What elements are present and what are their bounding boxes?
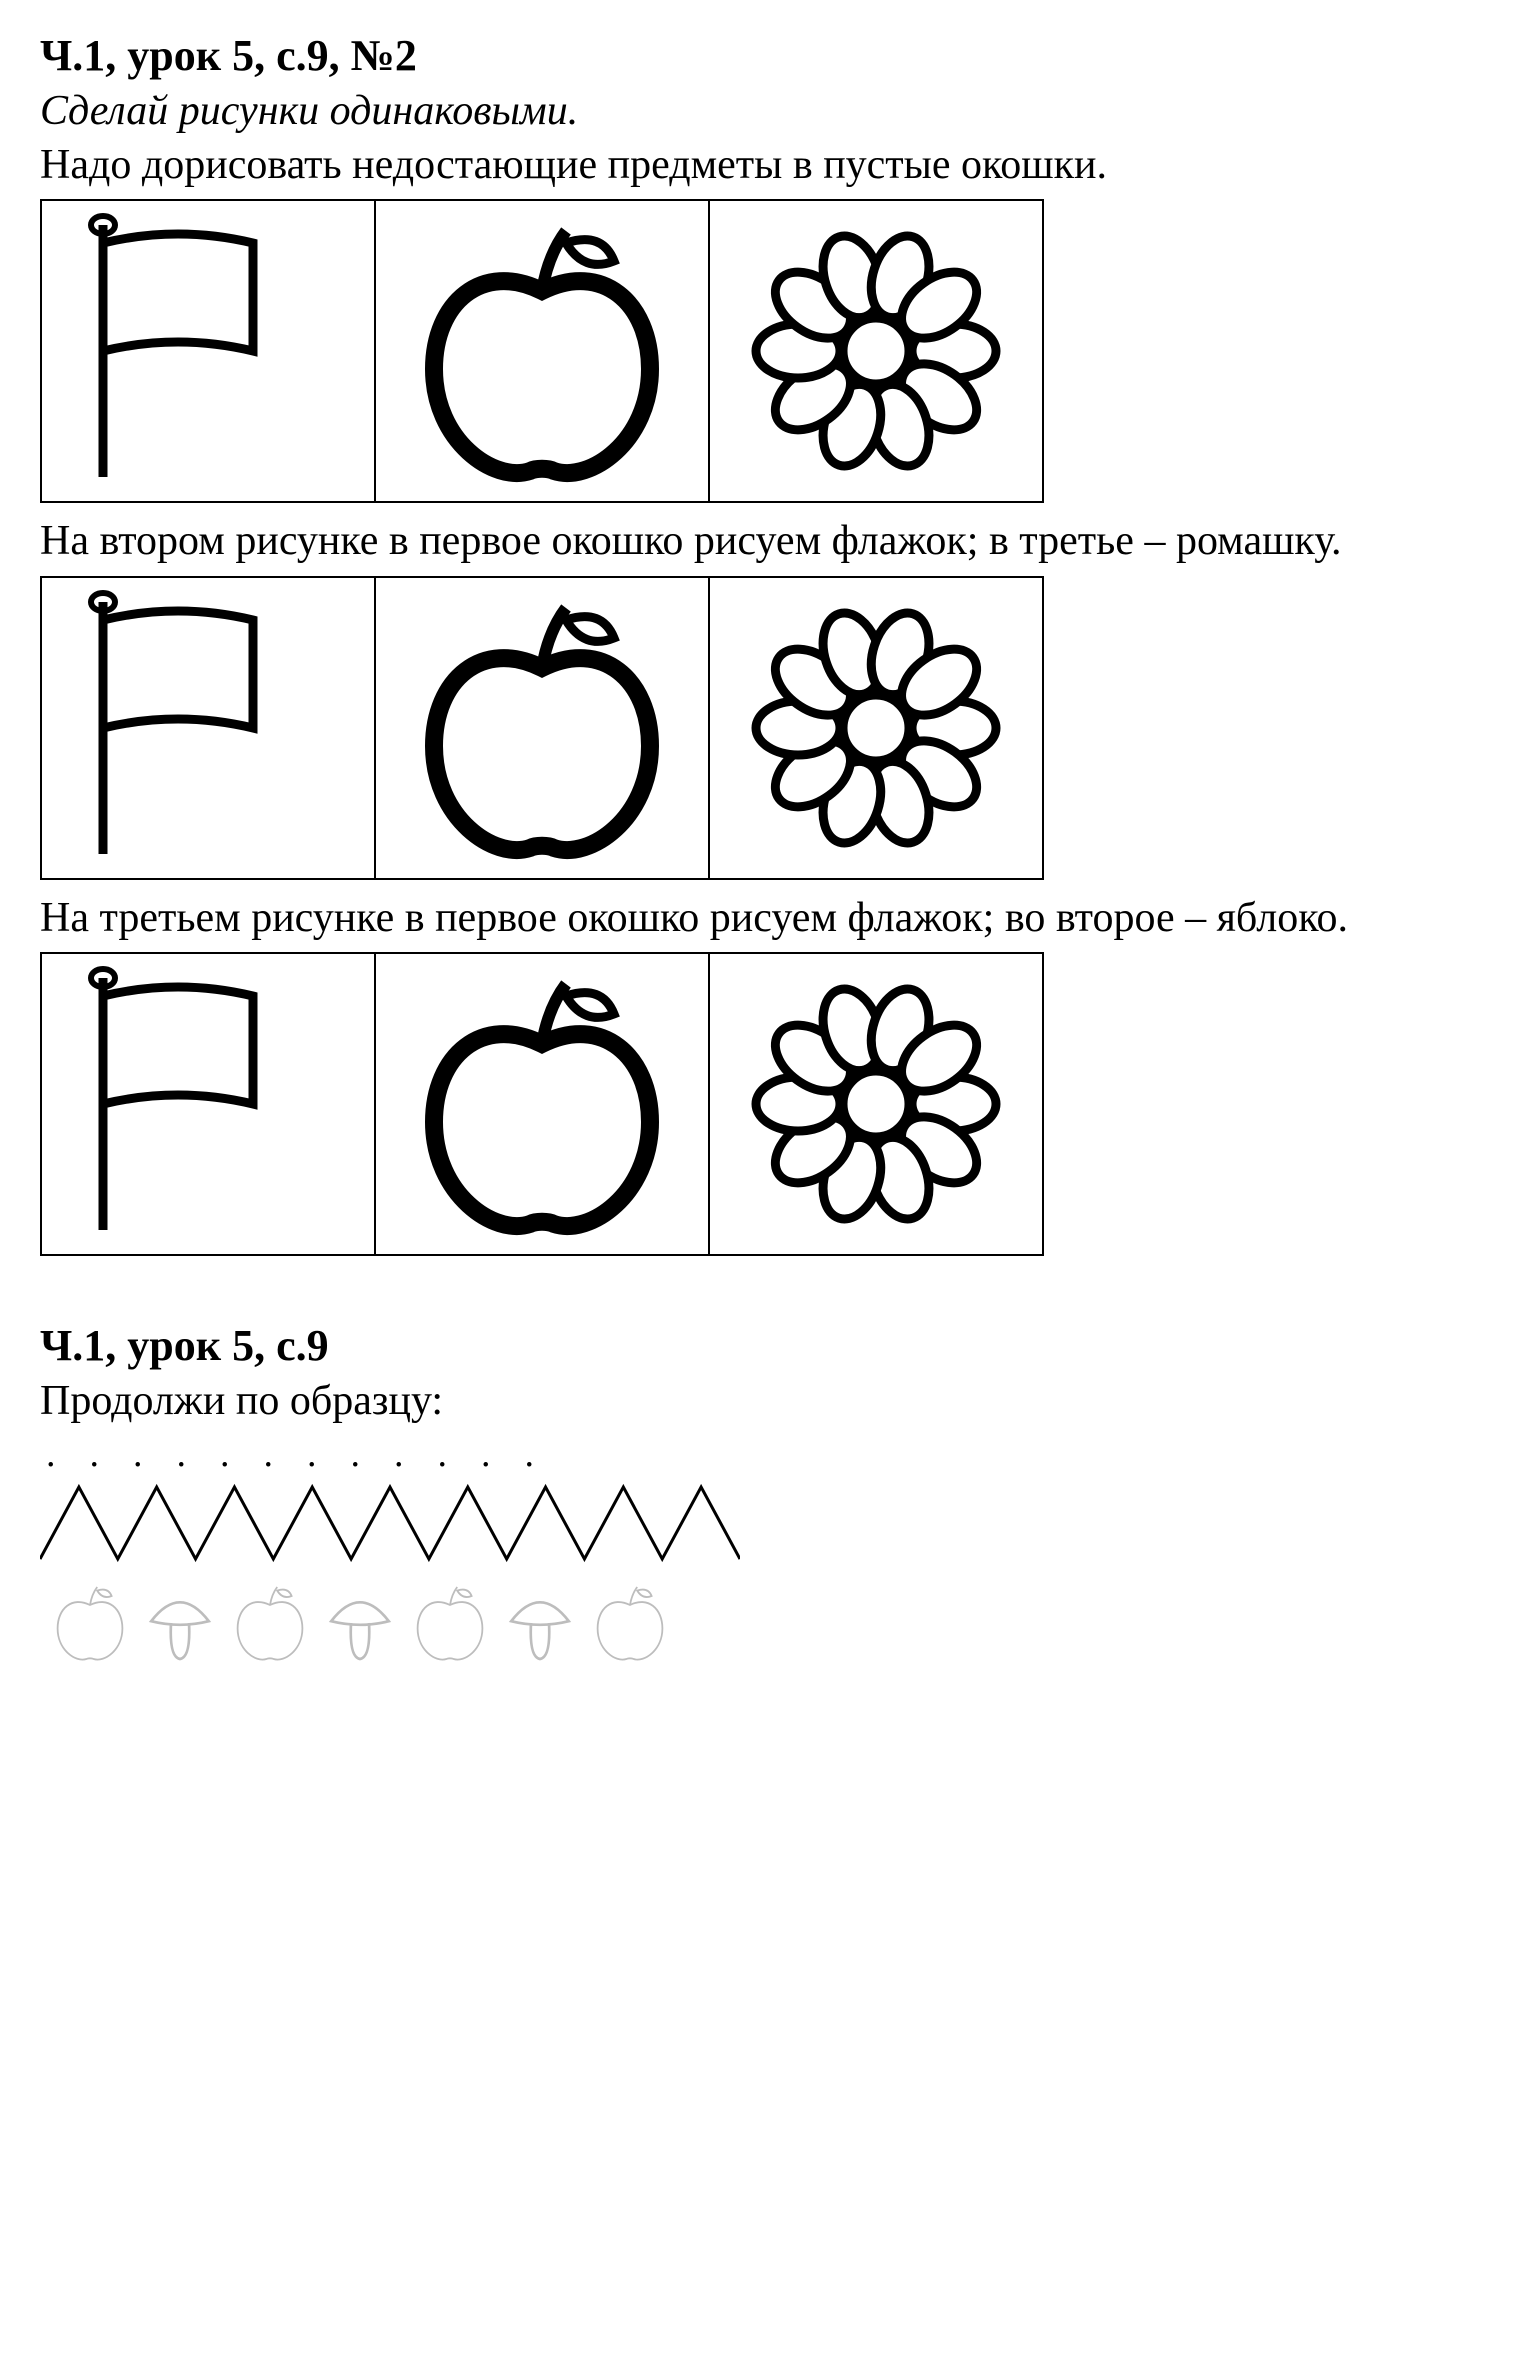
flower-icon [710, 201, 1042, 501]
caption-row3: На третьем рисунке в первое окошко рисуе… [40, 894, 1500, 942]
cell-apple [376, 954, 710, 1254]
picture-row-2 [40, 576, 1044, 880]
cell-apple [376, 201, 710, 501]
cell-flag [42, 954, 376, 1254]
cell-flower [710, 954, 1042, 1254]
sequence-pattern [40, 1573, 1500, 1673]
sequence-icons [40, 1573, 680, 1673]
apple-icon [376, 578, 708, 878]
picture-row-3 [40, 952, 1044, 1256]
zigzag-pattern [40, 1483, 1500, 1563]
cell-flower [710, 201, 1042, 501]
flag-icon [42, 578, 374, 878]
flower-icon [710, 954, 1042, 1254]
flag-icon [42, 201, 374, 501]
caption-row2: На втором рисунке в первое окошко рисуем… [40, 517, 1500, 565]
section1-instruction: Сделай рисунки одинаковыми. [40, 87, 1500, 135]
apple-icon [376, 201, 708, 501]
cell-flower [710, 578, 1042, 878]
cell-apple [376, 578, 710, 878]
section1-heading: Ч.1, урок 5, с.9, №2 [40, 30, 1500, 81]
section1-explanation: Надо дорисовать недостающие предметы в п… [40, 141, 1500, 189]
zigzag-icon [40, 1483, 740, 1563]
flower-icon [710, 578, 1042, 878]
dots-pattern: ............ [40, 1435, 1500, 1473]
apple-icon [376, 954, 708, 1254]
cell-flag [42, 578, 376, 878]
flag-icon [42, 954, 374, 1254]
picture-row-1 [40, 199, 1044, 503]
section2-instruction: Продолжи по образцу: [40, 1377, 1500, 1425]
cell-flag [42, 201, 376, 501]
section2-heading: Ч.1, урок 5, с.9 [40, 1320, 1500, 1371]
